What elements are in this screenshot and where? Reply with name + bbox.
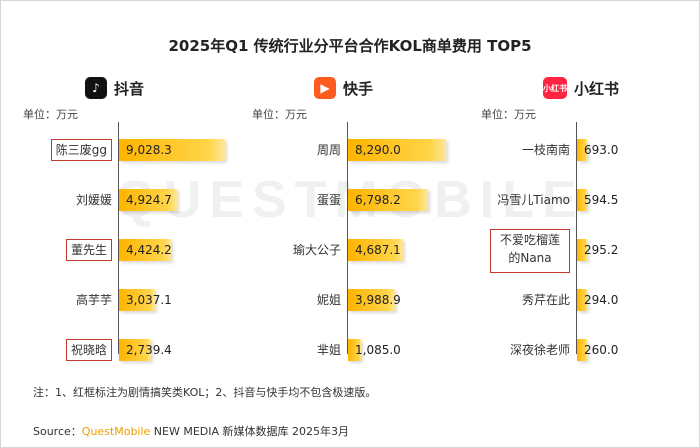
- panel-douyin: ♪ 抖音 单位：万元 陈三废gg 9,028.3 刘媛媛 4,924.7 董先生 4,42…: [15, 76, 235, 376]
- platform-name: 小红书: [574, 79, 620, 98]
- category-label: 不爱吃榴莲的Nana: [490, 229, 570, 273]
- bar-row: 董先生 4,424.2: [15, 235, 235, 265]
- value-label: 2,739.4: [126, 343, 172, 357]
- bar-row: 高芋芋 3,037.1: [15, 285, 235, 315]
- platform-name: 快手: [343, 79, 374, 98]
- bar: [348, 289, 396, 311]
- platform-name: 抖音: [114, 79, 145, 98]
- source-prefix: Source：: [33, 425, 82, 438]
- douyin-icon: ♪: [85, 77, 107, 99]
- bar: [348, 139, 446, 161]
- bar: [577, 239, 587, 261]
- category-label: 冯雪儿Tiamo: [497, 193, 570, 207]
- bar-row: 陈三废gg 9,028.3: [15, 135, 235, 165]
- category-label: 董先生: [65, 239, 112, 261]
- value-label: 6,798.2: [355, 193, 401, 207]
- bar: [119, 289, 155, 311]
- panel-xiaohongshu: 小红书 小红书 单位：万元 一枝南南 693.0 冯雪儿Tiamo 594.5 不爱吃榴…: [473, 76, 693, 376]
- bar: [348, 239, 404, 261]
- bar: [348, 189, 429, 211]
- bar: [119, 189, 178, 211]
- bar: [119, 339, 152, 361]
- bar: [577, 189, 587, 211]
- bar-row: 秀芹在此 294.0: [473, 285, 693, 315]
- category-label: 高芋芋: [75, 293, 112, 307]
- watermark: QUESTMOBILE: [30, 170, 670, 230]
- value-label: 294.0: [584, 293, 619, 307]
- bar: [577, 289, 587, 311]
- y-axis-line: [576, 122, 577, 354]
- panel-kuaishou: ▶ 快手 单位：万元 周周 8,290.0 蛋蛋 6,798.2 瑜大公子 4,687.1…: [244, 76, 464, 376]
- value-label: 3,037.1: [126, 293, 172, 307]
- platform-header: 小红书 小红书: [543, 76, 619, 100]
- bar-row: 瑜大公子 4,687.1: [244, 235, 464, 265]
- category-label: 祝晓晗: [65, 339, 112, 361]
- value-label: 693.0: [584, 143, 619, 157]
- value-label: 8,290.0: [355, 143, 401, 157]
- source-rest: NEW MEDIA 新媒体数据库 2025年3月: [150, 425, 350, 438]
- value-label: 4,424.2: [126, 243, 172, 257]
- category-label: 秀芹在此: [521, 293, 570, 307]
- category-label: 蛋蛋: [316, 193, 341, 207]
- value-label: 4,687.1: [355, 243, 401, 257]
- unit-label: 单位：万元: [252, 108, 307, 121]
- value-label: 260.0: [584, 343, 619, 357]
- unit-label: 单位：万元: [23, 108, 78, 121]
- platform-header: ♪ 抖音: [85, 76, 144, 100]
- bar: [577, 339, 587, 361]
- bar-row: 冯雪儿Tiamo 594.5: [473, 185, 693, 215]
- chart-title: 2025年Q1 传统行业分平台合作KOL商单费用 TOP5: [168, 37, 532, 55]
- y-axis-line: [118, 122, 119, 354]
- category-label: 深夜徐老师: [509, 343, 570, 357]
- footnote: 注：1、红框标注为剧情搞笑类KOL；2、抖音与快手均不包含极速版。: [33, 386, 377, 399]
- unit-label: 单位：万元: [481, 108, 536, 121]
- source-brand: QuestMobile: [81, 425, 151, 438]
- value-label: 1,085.0: [355, 343, 401, 357]
- platform-header: ▶ 快手: [314, 76, 373, 100]
- category-label: 刘媛媛: [75, 193, 112, 207]
- xiaohongshu-icon: 小红书: [543, 77, 567, 99]
- source-line: Source：QuestMobile NEW MEDIA 新媒体数据库 2025…: [33, 423, 349, 439]
- category-label: 瑜大公子: [292, 243, 341, 257]
- value-label: 4,924.7: [126, 193, 172, 207]
- category-label: 陈三废gg: [50, 139, 112, 161]
- category-label: 周周: [316, 143, 341, 157]
- bar: [119, 139, 226, 161]
- value-label: 594.5: [584, 193, 619, 207]
- category-label: 芈姐: [316, 343, 341, 357]
- bar-row: 不爱吃榴莲的Nana 295.2: [473, 229, 693, 273]
- bar: [119, 239, 172, 261]
- bar-row: 芈姐 1,085.0: [244, 335, 464, 365]
- value-label: 3,988.9: [355, 293, 401, 307]
- bar-row: 刘媛媛 4,924.7: [15, 185, 235, 215]
- bar: [577, 139, 587, 161]
- kuaishou-icon: ▶: [314, 77, 336, 99]
- category-label: 一枝南南: [521, 143, 570, 157]
- bar-row: 妮姐 3,988.9: [244, 285, 464, 315]
- value-label: 295.2: [584, 243, 619, 257]
- bar-row: 一枝南南 693.0: [473, 135, 693, 165]
- bar-row: 蛋蛋 6,798.2: [244, 185, 464, 215]
- y-axis-line: [347, 122, 348, 354]
- bar-row: 深夜徐老师 260.0: [473, 335, 693, 365]
- bar: [348, 339, 361, 361]
- category-label: 妮姐: [316, 293, 341, 307]
- bar-row: 周周 8,290.0: [244, 135, 464, 165]
- value-label: 9,028.3: [126, 143, 172, 157]
- bar-row: 祝晓晗 2,739.4: [15, 335, 235, 365]
